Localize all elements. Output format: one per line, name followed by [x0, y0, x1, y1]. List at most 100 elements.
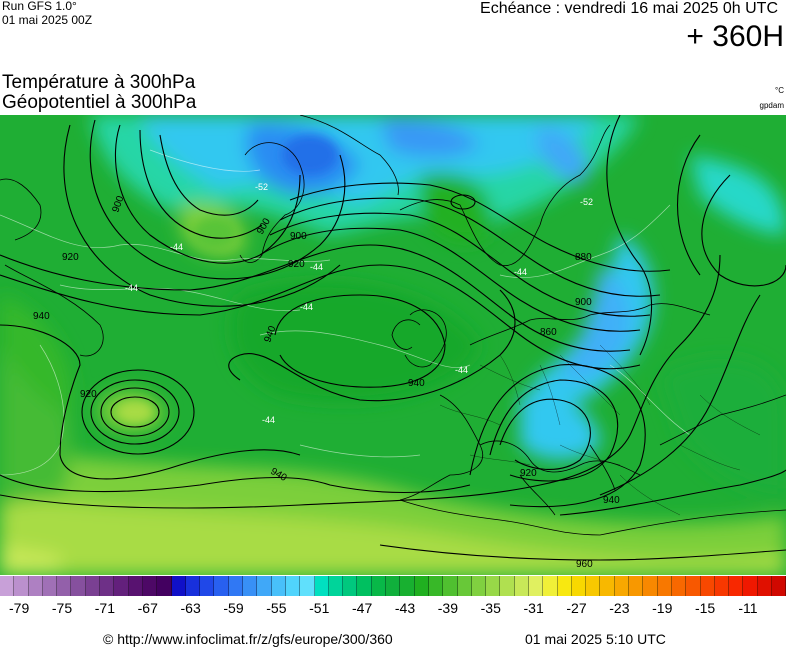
- colorbar-tick-label: -43: [394, 600, 416, 616]
- colorbar-tick-label: -39: [437, 600, 458, 616]
- colorbar-tick-label: -47: [352, 600, 373, 616]
- colorbar-swatch: [243, 576, 258, 596]
- colorbar-tick-label: -11: [738, 600, 758, 616]
- contour-label: 940: [603, 495, 620, 506]
- colorbar-swatch: [271, 576, 286, 596]
- title-geopotential: Géopotentiel à 300hPa: [2, 92, 197, 113]
- colorbar-tick-label: -15: [694, 600, 716, 616]
- contour-label: 920: [80, 389, 97, 400]
- colorbar-swatch: [171, 576, 186, 596]
- colorbar-swatch: [700, 576, 715, 596]
- colorbar-swatch: [386, 576, 401, 596]
- colorbar-swatch: [571, 576, 587, 596]
- colorbar-swatch: [357, 576, 372, 596]
- colorbar-swatch: [128, 576, 143, 596]
- copyright-text: © http://www.infoclimat.fr/z/gfs/europe/…: [103, 631, 393, 647]
- contour-label: 900: [575, 297, 592, 308]
- colorbar-swatch: [528, 576, 544, 596]
- colorbar-swatch: [457, 576, 472, 596]
- temperature-labels: -44 -44 -44 -52 -52 -44 -44 -44 -44: [125, 182, 593, 425]
- lead-time: + 360H: [686, 20, 784, 53]
- colorbar-tick-label: -23: [609, 600, 630, 616]
- unit-geopotential: gpdam: [759, 101, 784, 110]
- colorbar-swatch: [28, 576, 43, 596]
- contour-label: 860: [540, 327, 557, 338]
- weather-map: 900 920 900 880 860 900 940 920 940 940 …: [0, 115, 786, 575]
- unit-temperature: °C: [775, 86, 784, 95]
- contour-label: 920: [288, 259, 305, 270]
- isotherm-label: -44: [262, 415, 275, 425]
- colorbar-swatch: [671, 576, 687, 596]
- colorbar-tick-label: -51: [309, 600, 330, 616]
- valid-time: Echéance : vendredi 16 mai 2025 0h UTC: [480, 0, 778, 17]
- contour-label: 940: [33, 311, 50, 322]
- colorbar-swatch: [686, 576, 701, 596]
- colorbar-tick-label: -63: [180, 600, 201, 616]
- colorbar-swatch: [743, 576, 758, 596]
- colorbar-swatch: [714, 576, 730, 596]
- colorbar-tick-label: -31: [523, 600, 544, 616]
- isotherm-label: -52: [255, 182, 268, 192]
- colorbar-swatch: [757, 576, 773, 596]
- colorbar-swatch: [600, 576, 615, 596]
- colorbar-swatch: [314, 576, 329, 596]
- colorbar-swatch: [414, 576, 429, 596]
- isotherm-label: -44: [300, 302, 313, 312]
- colorbar-swatch: [543, 576, 558, 596]
- isotherm-label: -44: [125, 283, 138, 293]
- colorbar-tick-label: -71: [94, 600, 116, 616]
- colorbar-swatch: [142, 576, 158, 596]
- colorbar-swatch: [500, 576, 515, 596]
- colorbar-swatch: [371, 576, 387, 596]
- colorbar-swatch: [214, 576, 229, 596]
- colorbar-swatch: [343, 576, 358, 596]
- colorbar-tick-label: -19: [652, 600, 673, 616]
- colorbar-swatch: [200, 576, 215, 596]
- colorbar-swatch: [100, 576, 115, 596]
- colorbar-swatch: [157, 576, 172, 596]
- contour-label: 920: [62, 252, 79, 263]
- colorbar-swatch: [0, 576, 15, 596]
- colorbar-swatch: [428, 576, 444, 596]
- geopotential-contours: [0, 115, 786, 561]
- colorbar-swatch: [586, 576, 601, 596]
- colorbar-swatch: [443, 576, 458, 596]
- colorbar-swatch: [42, 576, 58, 596]
- contour-label: 920: [520, 468, 537, 479]
- colorbar-swatch: [629, 576, 644, 596]
- colorbar-tick-label: -59: [223, 600, 244, 616]
- colorbar-tick-label: -35: [480, 600, 501, 616]
- run-date: 01 mai 2025 00Z: [2, 13, 93, 27]
- contour-label: 940: [408, 378, 425, 389]
- contour-label: 900: [290, 231, 307, 242]
- colorbar-tick-label: -67: [137, 600, 158, 616]
- colorbar-swatch: [185, 576, 201, 596]
- colorbar-swatch: [643, 576, 658, 596]
- colorbar-swatch: [228, 576, 244, 596]
- colorbar-swatch: [772, 576, 786, 596]
- isotherm-label: -44: [455, 365, 468, 375]
- colorbar: [0, 576, 786, 596]
- colorbar-swatch: [114, 576, 129, 596]
- colorbar-swatch: [285, 576, 301, 596]
- colorbar-swatch: [486, 576, 501, 596]
- isotherm-label: -44: [310, 262, 323, 272]
- isotherm-label: -44: [514, 267, 527, 277]
- colorbar-swatch: [14, 576, 29, 596]
- colorbar-swatch: [614, 576, 630, 596]
- colorbar-swatch: [328, 576, 344, 596]
- temperature-field: [0, 115, 786, 575]
- contour-label: 960: [576, 559, 593, 570]
- colorbar-swatch: [729, 576, 744, 596]
- colorbar-swatch: [657, 576, 672, 596]
- colorbar-swatch: [300, 576, 315, 596]
- colorbar-tick-label: -75: [51, 600, 73, 616]
- colorbar-tick-label: -27: [566, 600, 587, 616]
- generated-date: 01 mai 2025 5:10 UTC: [525, 631, 666, 647]
- colorbar-swatch: [400, 576, 415, 596]
- title-temperature: Température à 300hPa: [2, 72, 196, 93]
- colorbar-swatch: [514, 576, 529, 596]
- contour-label: 880: [575, 252, 592, 263]
- isotherm-label: -52: [580, 197, 593, 207]
- colorbar-swatch: [71, 576, 86, 596]
